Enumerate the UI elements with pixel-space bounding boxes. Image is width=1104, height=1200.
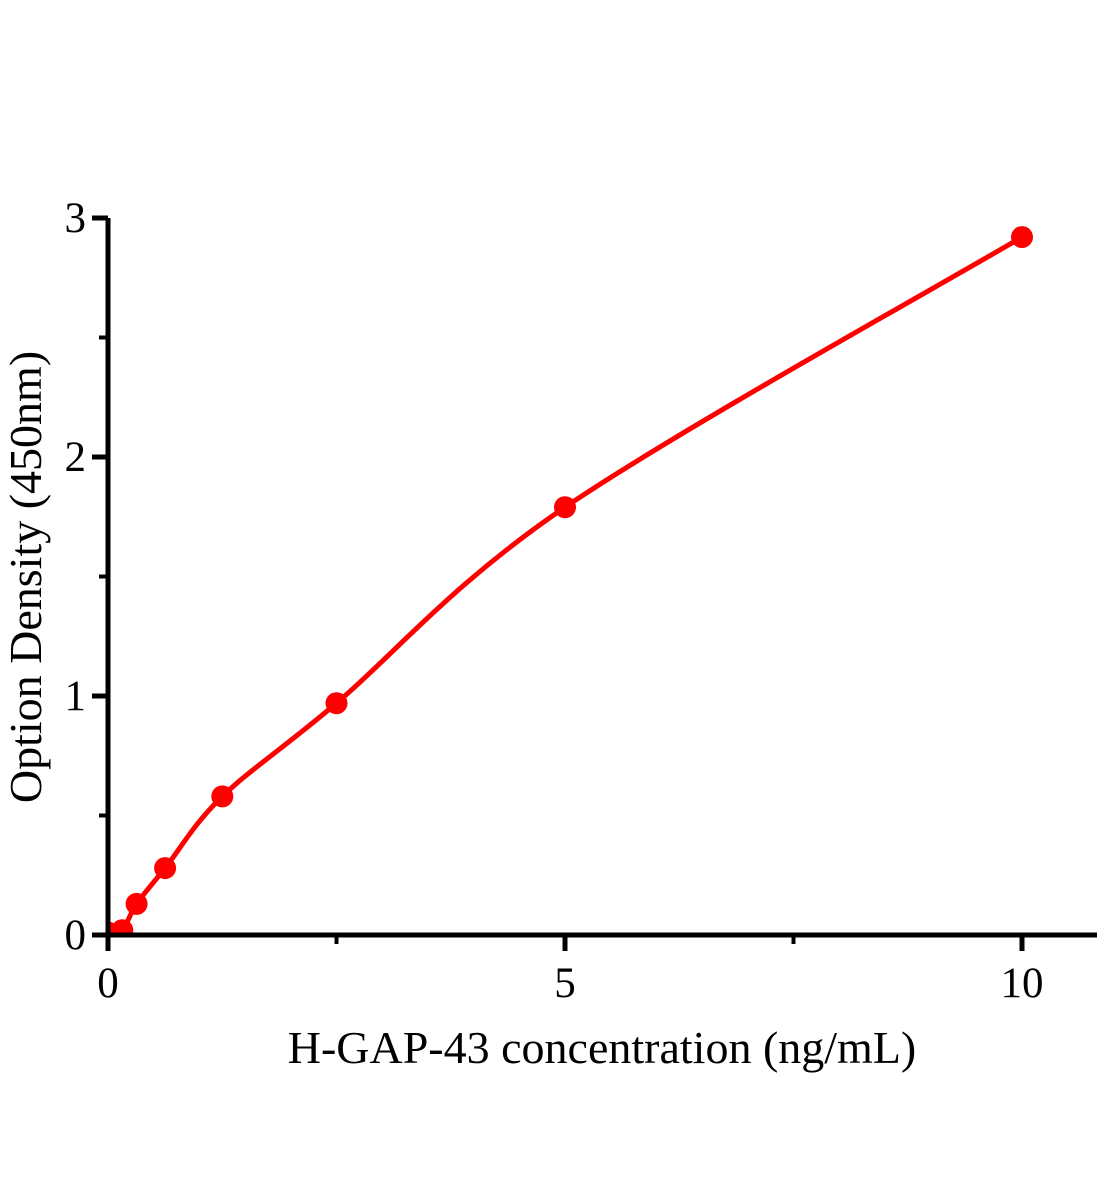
x-tick-label: 10: [1001, 960, 1044, 1007]
y-tick-label: 3: [65, 195, 87, 242]
x-tick-label: 5: [554, 960, 576, 1007]
series-layer: [108, 226, 1033, 935]
data-point: [125, 892, 148, 915]
data-point: [1011, 226, 1033, 249]
data-point: [154, 857, 177, 880]
y-tick-label: 1: [65, 673, 87, 720]
y-axis-title: Option Density (450nm): [0, 351, 51, 803]
x-tick-label: 0: [97, 960, 119, 1007]
data-point: [325, 692, 348, 715]
axis-spines: [105, 218, 1097, 938]
data-point: [211, 785, 234, 808]
x-axis-title: H-GAP-43 concentration (ng/mL): [288, 1022, 917, 1073]
axes-layer: [92, 215, 1097, 951]
curve-line: [108, 234, 1025, 935]
data-point: [554, 496, 576, 519]
data-point: [111, 919, 134, 935]
y-tick-label: 0: [65, 912, 87, 959]
y-tick-label: 2: [65, 434, 87, 481]
tick-label-layer: 0 5 10 0 1 2 3: [65, 195, 1044, 1007]
